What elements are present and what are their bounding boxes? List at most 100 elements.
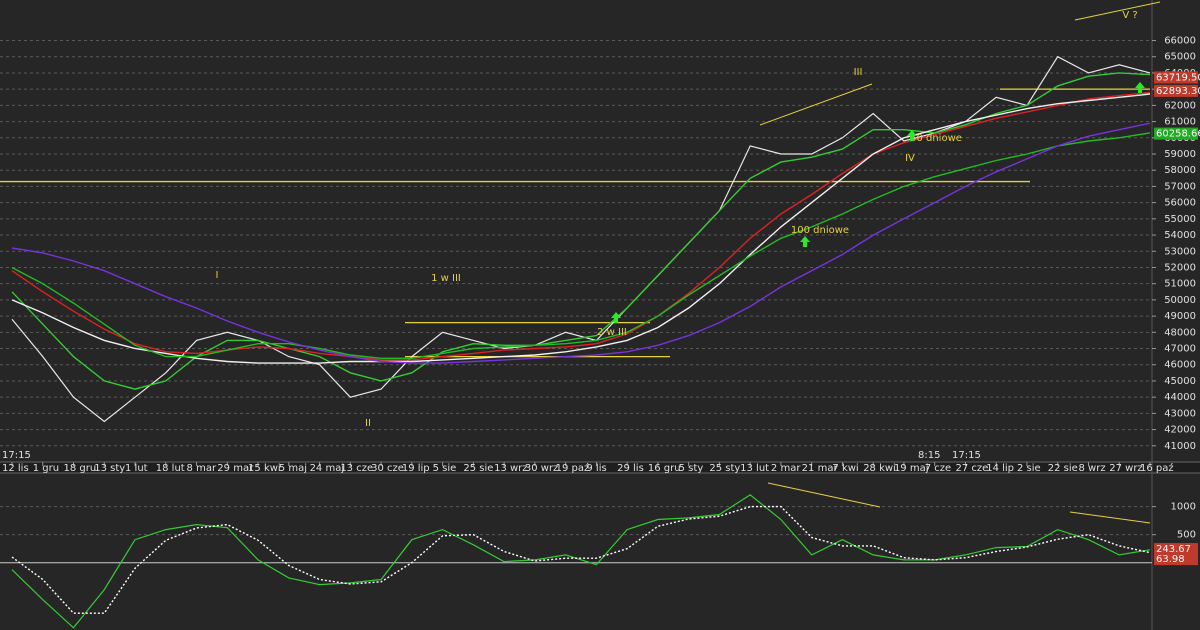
x-tick-label: 2 sie <box>1017 463 1041 474</box>
x-tick-label: 8 wrz <box>1078 463 1105 474</box>
trend-line <box>759 83 873 126</box>
y-tick-label: 42000 <box>1164 425 1196 436</box>
x-tick-label: 1 lut <box>125 463 148 474</box>
time-label: 17:15 <box>952 450 981 461</box>
x-tick-label: 28 kwi <box>863 463 896 474</box>
arrow-icon <box>800 236 810 247</box>
x-tick-label: 1 gru <box>33 463 59 474</box>
y-tick-label: 65000 <box>1164 52 1196 63</box>
series-line <box>11 93 1151 364</box>
x-tick-label: 13 wrz <box>494 463 527 474</box>
series-line <box>11 72 1151 390</box>
price-label: 60258.66 <box>1156 129 1200 140</box>
x-tick-label: 21 mar <box>802 463 839 474</box>
x-tick-label: 7 kwi <box>832 463 858 474</box>
price-label-box <box>1154 543 1198 556</box>
y-tick-label: 59000 <box>1164 149 1196 160</box>
x-tick-label: 25 sie <box>463 463 493 474</box>
y-tick-label: 44000 <box>1164 392 1196 403</box>
x-tick-label: 16 paź <box>1140 462 1174 474</box>
x-axis-strip <box>0 462 1200 473</box>
arrow-icon <box>1135 82 1145 93</box>
x-tick-label: 9 lis <box>586 463 606 474</box>
y-tick-label: 54000 <box>1164 230 1196 241</box>
x-tick-label: 18 lut <box>156 463 185 474</box>
price-label-box <box>1154 553 1198 566</box>
x-tick-label: 15 kwi <box>248 463 281 474</box>
x-tick-label: 19 lip <box>402 463 430 474</box>
y-tick-label: 1000 <box>1171 502 1196 513</box>
x-tick-label: 29 mar <box>217 463 254 474</box>
price-label: 62893.30 <box>1156 86 1200 97</box>
price-label-box <box>1154 71 1198 84</box>
y-tick-label: 66000 <box>1164 36 1196 47</box>
x-tick-label: 5 sty <box>679 463 704 474</box>
price-label-box <box>1154 127 1198 140</box>
x-tick-label: 16 gru <box>648 463 681 474</box>
annotation: 2 w III <box>597 327 627 338</box>
x-tick-label: 7 cze <box>925 463 951 474</box>
trend-line <box>767 482 881 508</box>
y-tick-label: 46000 <box>1164 360 1196 371</box>
annotation: V ? <box>1122 10 1137 21</box>
x-tick-label: 5 maj <box>279 463 307 474</box>
y-tick-label: 52000 <box>1164 262 1196 273</box>
arrow-icon <box>611 312 621 323</box>
y-tick-label: 53000 <box>1164 246 1196 257</box>
x-tick-label: 19 maj <box>894 463 929 474</box>
y-tick-label: 49000 <box>1164 311 1196 322</box>
x-tick-label: 2 mar <box>771 463 801 474</box>
series-line <box>11 505 1151 614</box>
x-tick-label: 25 sty <box>709 463 740 474</box>
y-tick-label: 45000 <box>1164 376 1196 387</box>
time-label: 8:15 <box>918 450 940 461</box>
y-tick-label: 41000 <box>1164 441 1196 452</box>
y-tick-label: 58000 <box>1164 165 1196 176</box>
y-tick-label: 61000 <box>1164 117 1196 128</box>
x-tick-label: 27 wrz <box>1109 463 1142 474</box>
arrow-icon <box>907 130 917 141</box>
x-tick-label: 14 lip <box>986 463 1014 474</box>
trend-line <box>1069 511 1151 524</box>
y-tick-label: 62000 <box>1164 100 1196 111</box>
x-tick-label: 13 sty <box>94 463 125 474</box>
x-tick-label: 5 sie <box>433 463 457 474</box>
x-tick-label: 19 paź <box>556 462 590 474</box>
x-tick-label: 24 maj <box>310 463 345 474</box>
x-tick-label: 29 lis <box>617 463 644 474</box>
annotation: I <box>216 270 219 281</box>
series-line <box>11 132 1151 359</box>
time-label: 17:15 <box>2 450 31 461</box>
x-tick-label: 12 lis <box>2 463 29 474</box>
y-tick-label: 55000 <box>1164 214 1196 225</box>
y-tick-label: 500 <box>1177 530 1196 541</box>
x-tick-label: 22 sie <box>1048 463 1078 474</box>
y-tick-label: 57000 <box>1164 181 1196 192</box>
y-tick-label: 51000 <box>1164 279 1196 290</box>
annotation: IV <box>905 153 915 164</box>
annotation: 1 w III <box>431 273 461 284</box>
price-label: 63719.50 <box>1156 72 1200 83</box>
price-label: 63.98 <box>1156 554 1185 565</box>
annotation: 50 dniowe <box>910 133 962 144</box>
trend-line <box>1074 1 1161 21</box>
y-tick-label: 56000 <box>1164 198 1196 209</box>
x-tick-label: 30 cze <box>371 463 404 474</box>
series-line <box>11 91 1151 361</box>
series-line <box>11 494 1151 629</box>
x-tick-label: 27 cze <box>955 463 988 474</box>
x-tick-label: 13 lut <box>740 463 769 474</box>
x-tick-label: 8 mar <box>187 463 217 474</box>
series-line <box>11 122 1151 364</box>
annotation: III <box>854 67 863 78</box>
y-tick-label: 43000 <box>1164 408 1196 419</box>
y-tick-label: 47000 <box>1164 344 1196 355</box>
y-tick-label: 48000 <box>1164 327 1196 338</box>
price-label: 243.67 <box>1156 544 1191 555</box>
price-label-box <box>1154 84 1198 97</box>
x-tick-label: 30 wrz <box>525 463 558 474</box>
annotation: II <box>365 418 371 429</box>
